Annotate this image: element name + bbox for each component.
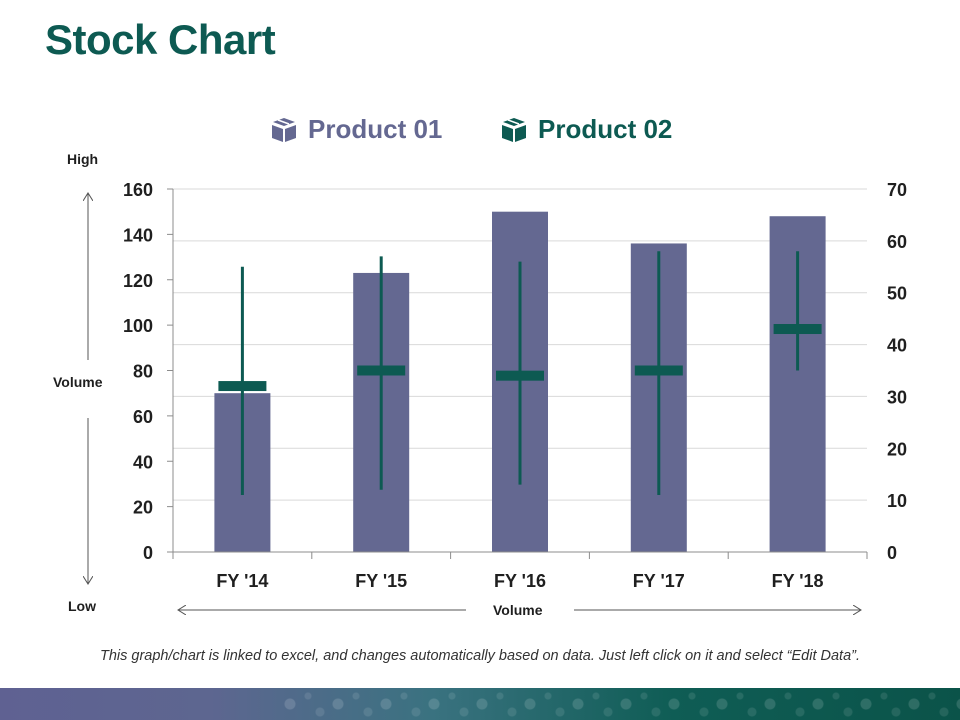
y-right-tick-label: 60: [887, 232, 907, 252]
x-category-label: FY '17: [633, 571, 685, 591]
legend-item-product-02: Product 02: [500, 114, 672, 145]
y-right-tick-label: 0: [887, 543, 897, 563]
y-right-tick-label: 70: [887, 180, 907, 200]
legend-label: Product 02: [538, 114, 673, 144]
box-icon: [502, 117, 526, 142]
close-marker: [496, 370, 544, 381]
y-left-tick-label: 40: [133, 452, 153, 472]
y-right-tick-label: 40: [887, 336, 907, 356]
y-left-tick-label: 80: [133, 362, 153, 382]
y-right-tick-label: 30: [887, 387, 907, 407]
close-marker: [218, 381, 267, 392]
y-left-tick-label: 100: [123, 316, 153, 336]
x-category-label: FY '15: [355, 571, 407, 591]
footer-pattern: [280, 688, 960, 720]
y-right-tick-label: 50: [887, 284, 907, 304]
close-marker: [357, 365, 406, 376]
y-right-tick-label: 10: [887, 491, 907, 511]
footnote: This graph/chart is linked to excel, and…: [99, 648, 861, 664]
legend-item-product-01: Product 01: [270, 114, 442, 145]
legend-label: Product 01: [308, 114, 443, 144]
footer-banner: [0, 688, 960, 720]
box-icon: [272, 117, 296, 142]
y-left-tick-label: 20: [133, 498, 153, 518]
y-left-tick-label: 0: [143, 543, 153, 563]
volume-x-label: Volume: [493, 602, 543, 618]
stock-chart: 0 20 40 60 80 100 120 140 160 0 10 20 30 40 50 60 70 FY '…: [0, 180, 907, 640]
x-category-label: FY '16: [494, 571, 546, 591]
close-marker: [634, 365, 683, 376]
y-right-tick-label: 20: [887, 439, 907, 459]
chart-legend: Product 01 Product 02: [0, 114, 960, 154]
y-left-tick-label: 60: [133, 407, 153, 427]
y-left-tick-label: 160: [123, 180, 153, 200]
y-left-tick-label: 140: [123, 225, 153, 245]
low-label: Low: [68, 598, 96, 614]
page-title: Stock Chart: [45, 16, 276, 63]
volume-y-label: Volume: [53, 374, 103, 390]
x-category-label: FY '14: [216, 571, 268, 591]
y-left-tick-label: 120: [123, 271, 153, 291]
close-marker: [773, 324, 822, 335]
high-label: High: [67, 151, 99, 167]
x-category-label: FY '18: [772, 571, 824, 591]
